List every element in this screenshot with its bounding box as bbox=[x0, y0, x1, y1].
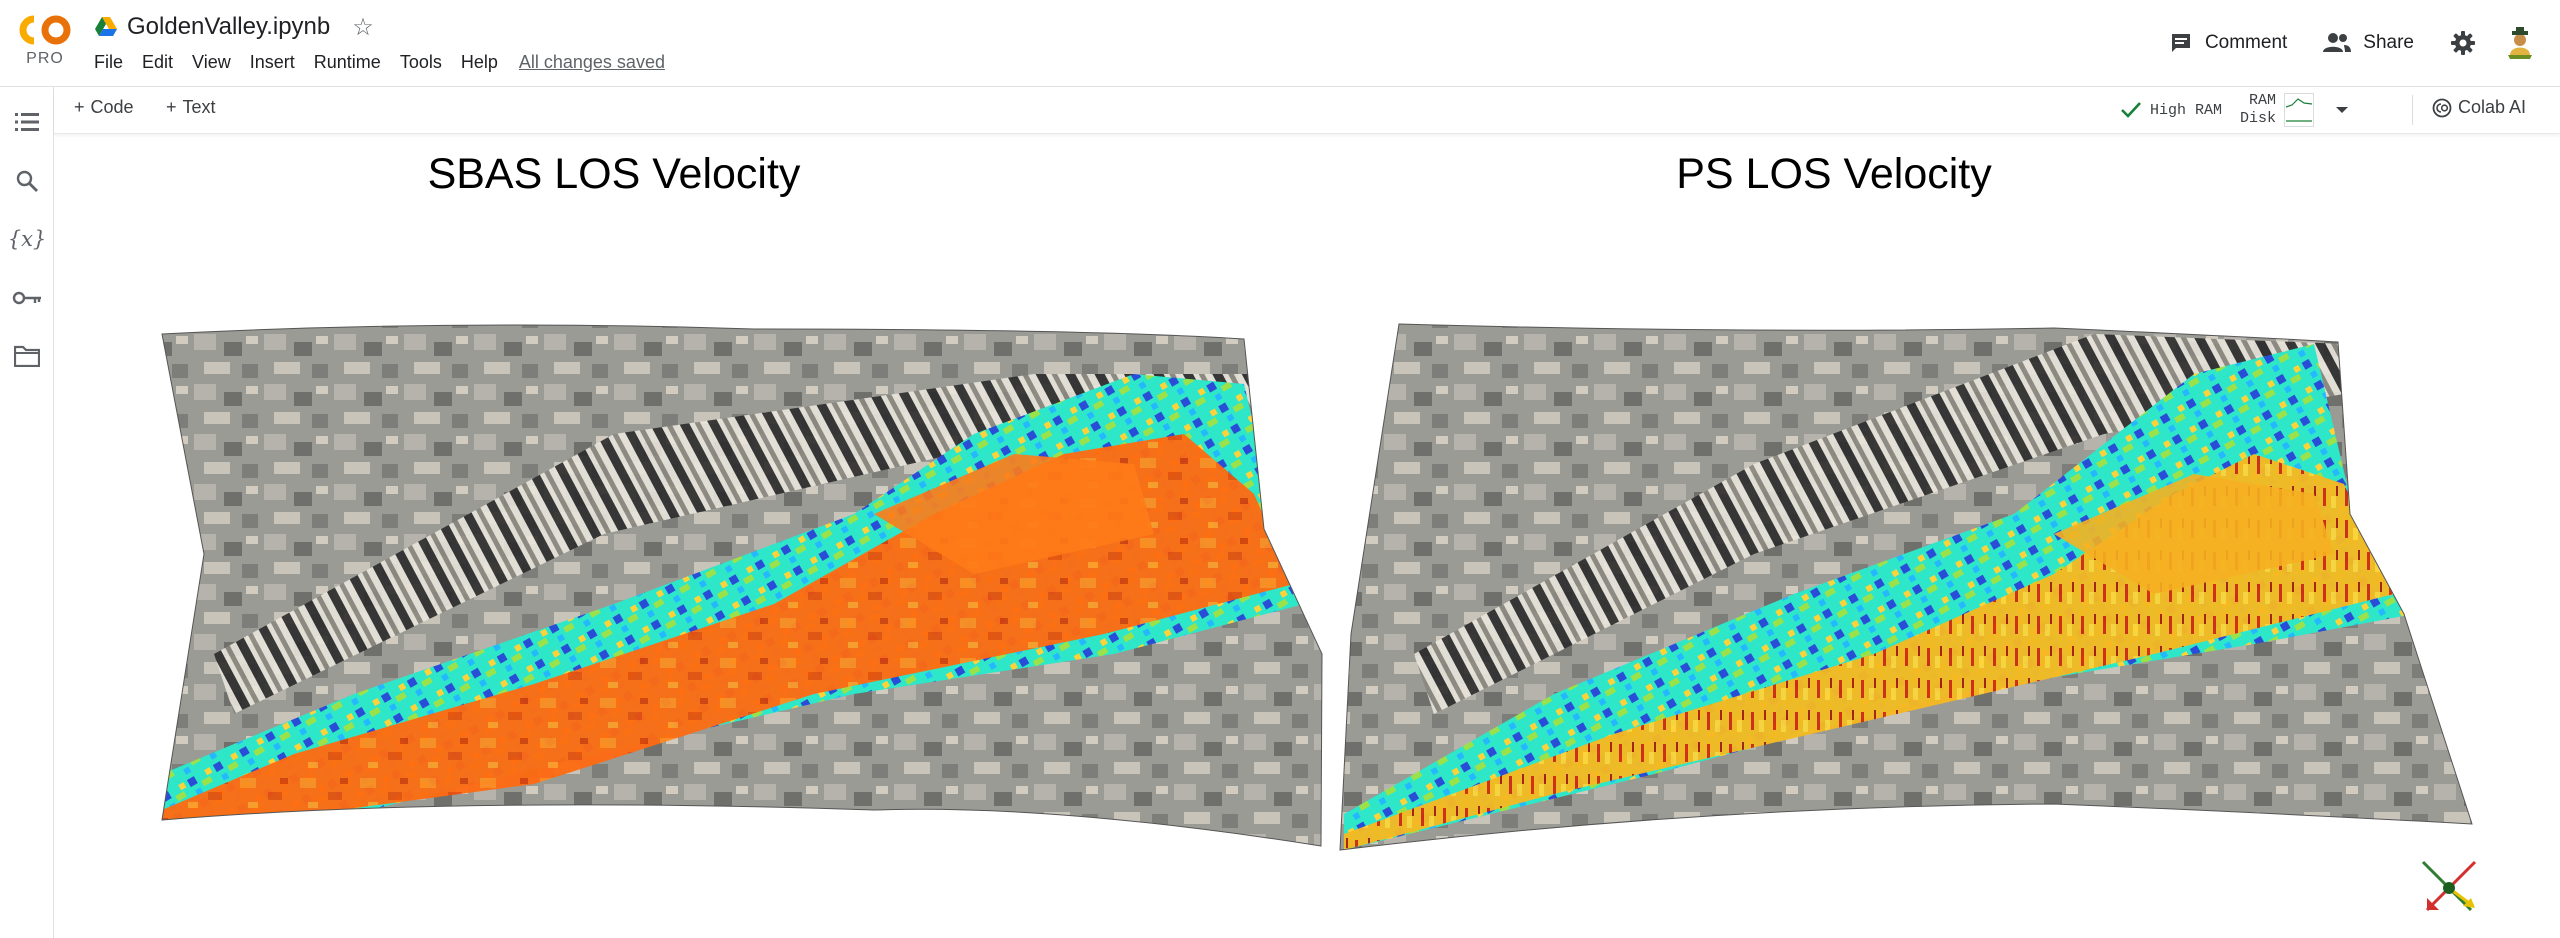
add-code-button[interactable]: + Code bbox=[74, 97, 134, 118]
colab-ai-icon bbox=[2432, 98, 2452, 117]
table-of-contents-icon[interactable] bbox=[12, 107, 42, 137]
checkmark-icon bbox=[2121, 102, 2141, 118]
star-icon[interactable]: ☆ bbox=[352, 13, 374, 41]
notebook-toolbar: + Code + Text High RAM RAM Disk Colab AI bbox=[54, 87, 2560, 134]
resource-usage-graph bbox=[2284, 93, 2315, 127]
people-icon bbox=[2323, 33, 2352, 52]
sbas-surface bbox=[161, 324, 1323, 847]
user-avatar[interactable] bbox=[2502, 25, 2538, 61]
notebook-header: PRO GoldenValley.ipynb ☆ File Edit View … bbox=[0, 0, 2560, 87]
runtime-resources[interactable]: High RAM RAM Disk bbox=[2120, 92, 2352, 128]
share-button[interactable]: Share bbox=[2323, 32, 2414, 54]
plus-icon: + bbox=[74, 97, 85, 117]
sbas-plot-title: SBAS LOS Velocity bbox=[427, 150, 801, 198]
save-status-link[interactable]: All changes saved bbox=[518, 52, 665, 72]
share-label: Share bbox=[2363, 32, 2414, 53]
secrets-key-icon[interactable] bbox=[12, 283, 42, 313]
menu-view[interactable]: View bbox=[192, 52, 231, 72]
side-rail: {x} bbox=[0, 87, 54, 938]
ram-label: RAM bbox=[2249, 92, 2277, 109]
comment-label: Comment bbox=[2204, 32, 2288, 53]
comment-icon bbox=[2171, 34, 2190, 52]
menu-file[interactable]: File bbox=[94, 52, 124, 72]
search-icon[interactable] bbox=[12, 166, 42, 196]
menu-runtime[interactable]: Runtime bbox=[313, 52, 381, 72]
colab-logo[interactable]: PRO bbox=[12, 12, 78, 72]
menu-tools[interactable]: Tools bbox=[399, 52, 442, 72]
notebook-name[interactable]: GoldenValley.ipynb bbox=[127, 13, 331, 40]
orientation-axes-widget[interactable] bbox=[2421, 860, 2477, 912]
add-code-label: Code bbox=[90, 97, 134, 117]
menu-bar: File Edit View Insert Runtime Tools Help… bbox=[94, 50, 684, 75]
google-drive-icon bbox=[95, 17, 117, 36]
toolbar-divider bbox=[2412, 95, 2413, 125]
chevron-down-icon[interactable] bbox=[2332, 103, 2352, 117]
menu-insert[interactable]: Insert bbox=[249, 52, 295, 72]
colab-ai-label: Colab AI bbox=[2458, 97, 2527, 117]
runtime-status: High RAM bbox=[2150, 101, 2223, 119]
ps-surface bbox=[1339, 323, 2473, 851]
files-folder-icon[interactable] bbox=[12, 341, 42, 371]
disk-label: Disk bbox=[2240, 110, 2277, 127]
header-actions: Comment Share bbox=[2169, 22, 2560, 64]
comment-button[interactable]: Comment bbox=[2169, 31, 2287, 55]
cell-output: SBAS LOS Velocity PS LOS Velocity bbox=[54, 134, 2560, 938]
settings-gear-icon[interactable] bbox=[2450, 30, 2476, 56]
ps-plot-title: PS LOS Velocity bbox=[1676, 150, 1992, 198]
menu-help[interactable]: Help bbox=[460, 52, 498, 72]
velocity-plots-canvas[interactable] bbox=[54, 134, 2560, 938]
menu-edit[interactable]: Edit bbox=[142, 52, 174, 72]
add-text-button[interactable]: + Text bbox=[166, 97, 216, 118]
variables-icon[interactable]: {x} bbox=[7, 227, 47, 251]
pro-badge: PRO bbox=[26, 50, 64, 67]
colab-ai-button[interactable]: Colab AI bbox=[2432, 97, 2526, 118]
add-text-label: Text bbox=[182, 97, 216, 117]
plus-icon: + bbox=[166, 97, 177, 117]
notebook-title-bar: GoldenValley.ipynb ☆ bbox=[95, 10, 374, 44]
